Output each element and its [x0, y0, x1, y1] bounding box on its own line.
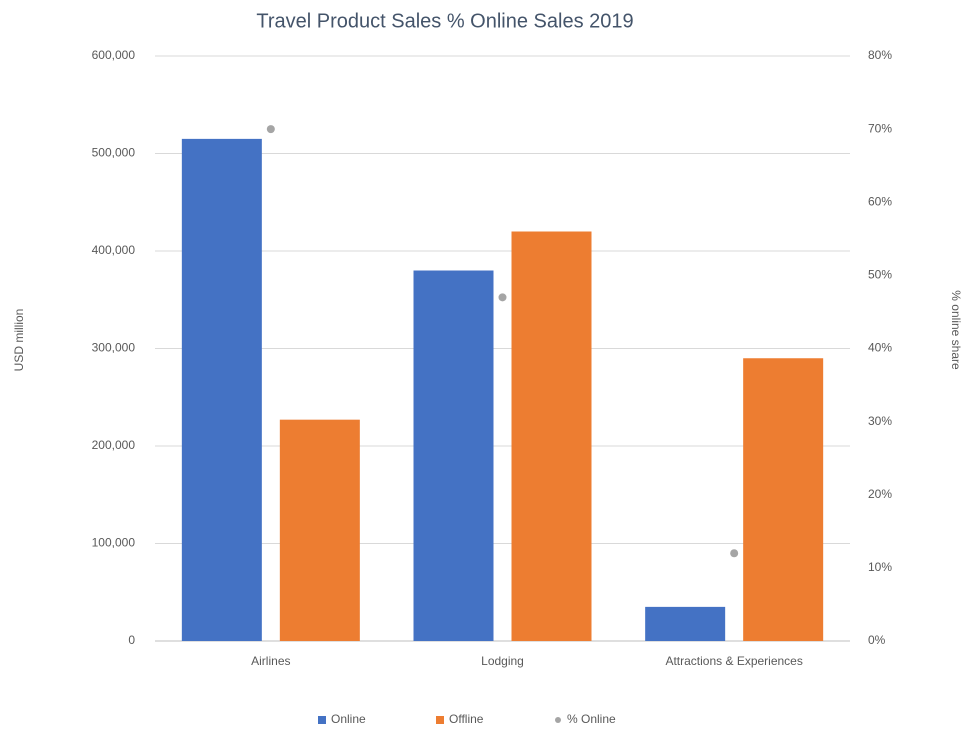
x-tick-label: Attractions & Experiences	[665, 654, 802, 668]
legend-label: % Online	[567, 712, 616, 726]
point	[730, 549, 739, 558]
y2-tick-label: 30%	[868, 414, 892, 428]
y2-tick-label: 80%	[868, 48, 892, 62]
legend-marker	[436, 716, 444, 724]
point	[266, 125, 275, 134]
y-tick-label: 0	[128, 633, 135, 647]
y2-tick-label: 50%	[868, 268, 892, 282]
bar	[279, 419, 360, 641]
legend-marker	[318, 716, 326, 724]
y2-tick-label: 10%	[868, 560, 892, 574]
y-axis-title: USD million	[12, 309, 26, 372]
legend-marker	[555, 717, 561, 723]
bar	[413, 270, 494, 641]
point	[498, 293, 507, 302]
y2-tick-label: 0%	[868, 633, 886, 647]
y-tick-label: 600,000	[92, 48, 136, 62]
y2-tick-label: 20%	[868, 487, 892, 501]
chart-title: Travel Product Sales % Online Sales 2019	[256, 10, 633, 32]
bar	[645, 606, 726, 641]
y2-tick-label: 70%	[868, 121, 892, 135]
bar	[511, 231, 592, 641]
x-tick-label: Lodging	[481, 654, 524, 668]
y-tick-label: 100,000	[92, 536, 136, 550]
y-tick-label: 400,000	[92, 243, 136, 257]
y-tick-label: 200,000	[92, 438, 136, 452]
legend-label: Offline	[449, 712, 484, 726]
y-tick-label: 300,000	[92, 341, 136, 355]
y2-axis-title: % online share	[949, 290, 963, 370]
legend-label: Online	[331, 712, 366, 726]
bar	[181, 138, 262, 641]
y2-tick-label: 60%	[868, 194, 892, 208]
y-tick-label: 500,000	[92, 146, 136, 160]
bar	[743, 358, 824, 641]
y2-tick-label: 40%	[868, 341, 892, 355]
x-tick-label: Airlines	[251, 654, 290, 668]
